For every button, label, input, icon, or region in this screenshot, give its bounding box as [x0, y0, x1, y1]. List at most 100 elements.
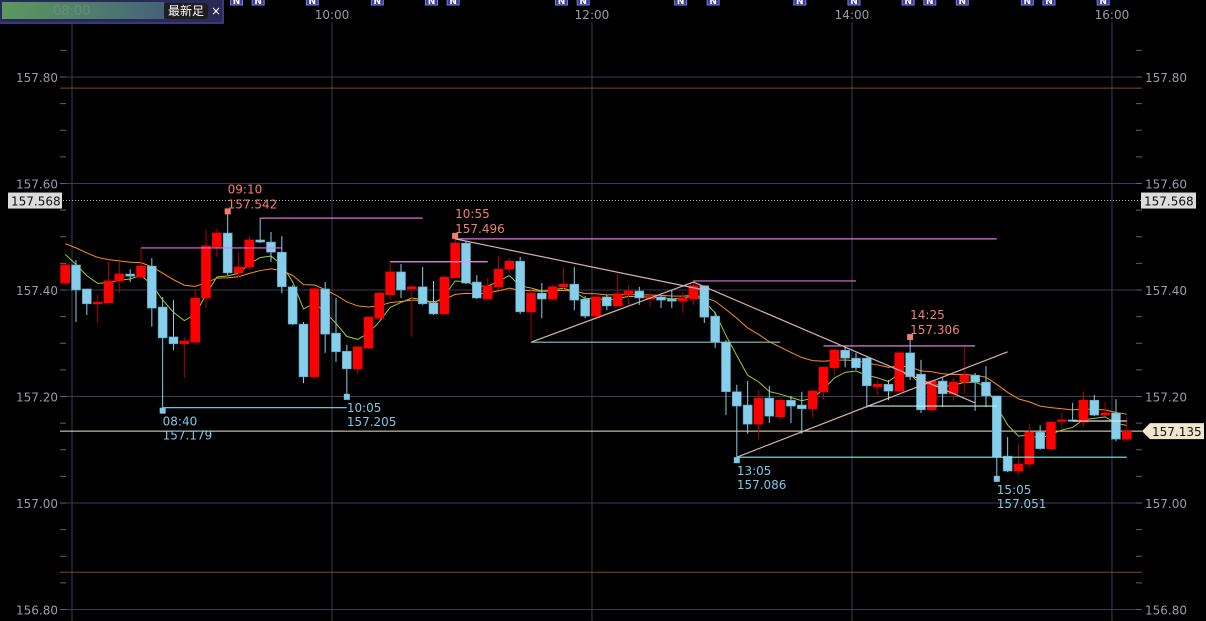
candle-body — [742, 404, 753, 425]
latest-bar-button[interactable]: 最新足 — [164, 3, 209, 19]
candle — [352, 345, 363, 375]
candle-body — [677, 297, 688, 302]
news-icon[interactable] — [229, 0, 243, 6]
news-icon[interactable] — [1042, 0, 1056, 6]
candle-body — [1122, 430, 1132, 440]
news-marker[interactable]: N — [424, 0, 438, 7]
candle — [753, 390, 764, 440]
candle-body — [732, 391, 742, 407]
candle — [407, 285, 417, 337]
news-icon[interactable] — [576, 0, 590, 6]
high-price-label: 157.542 — [228, 197, 278, 211]
candle-body — [667, 298, 677, 302]
candle-body — [1013, 463, 1024, 472]
candle-body — [591, 296, 601, 317]
price-axis-label-left: 157.20 — [16, 391, 58, 405]
low-price-label: 157.086 — [737, 478, 787, 492]
candle — [677, 292, 688, 313]
news-marker[interactable]: N — [847, 0, 861, 7]
news-icon[interactable] — [251, 0, 265, 6]
candle-body — [92, 301, 103, 305]
candle — [298, 321, 309, 384]
news-marker[interactable]: N — [576, 0, 590, 7]
high-price-label: 157.306 — [910, 323, 960, 337]
news-icon[interactable] — [1096, 0, 1110, 6]
candle — [667, 290, 677, 309]
news-marker[interactable]: N — [1096, 0, 1110, 7]
news-icon-label: N — [374, 0, 382, 7]
candle — [342, 344, 352, 394]
candle-body — [1046, 421, 1056, 449]
candle — [201, 229, 211, 309]
news-marker[interactable]: N — [923, 0, 937, 7]
candle-body — [320, 288, 330, 335]
news-icon[interactable] — [901, 0, 915, 6]
candle-body — [233, 266, 244, 274]
candle-body — [537, 292, 547, 300]
news-icon-label: N — [233, 0, 241, 7]
news-marker[interactable]: N — [251, 0, 265, 7]
candle-body — [439, 276, 450, 315]
candle — [266, 231, 276, 262]
candle — [450, 238, 460, 279]
price-axis-label-right: 157.40 — [1145, 284, 1187, 298]
high-time-label: 09:10 — [228, 182, 263, 196]
candle-body — [688, 285, 699, 300]
news-icon[interactable] — [424, 0, 438, 6]
news-icon-label: N — [254, 0, 262, 7]
candle-body — [309, 288, 320, 378]
news-marker[interactable]: N — [1042, 0, 1056, 7]
candle-body — [201, 245, 211, 299]
news-icon[interactable] — [1020, 0, 1034, 6]
news-icon[interactable] — [305, 0, 319, 6]
price-tag-label-right: 157.568 — [1144, 195, 1194, 209]
moving-average-line — [64, 253, 1127, 440]
candle-body — [580, 298, 590, 317]
candle — [905, 340, 915, 380]
news-marker[interactable]: N — [229, 0, 243, 7]
close-icon[interactable]: × — [211, 4, 222, 18]
price-tag-left — [8, 192, 62, 209]
news-icon[interactable] — [847, 0, 861, 6]
news-icon[interactable] — [793, 0, 807, 6]
news-marker[interactable]: N — [793, 0, 807, 7]
candle-body — [699, 285, 710, 318]
time-axis-label: 14:00 — [835, 8, 870, 22]
candle — [374, 292, 385, 320]
candle — [71, 260, 81, 322]
news-marker[interactable]: N — [706, 0, 720, 7]
news-marker[interactable]: N — [901, 0, 915, 7]
news-marker[interactable]: N — [370, 0, 384, 7]
candle-body — [797, 404, 807, 410]
scroll-position-bar[interactable] — [2, 2, 164, 19]
candle — [255, 218, 265, 244]
candle-body — [753, 397, 764, 425]
news-marker[interactable]: N — [305, 0, 319, 7]
candle — [396, 263, 406, 298]
candle-body — [818, 366, 829, 393]
news-marker[interactable]: N — [554, 0, 568, 7]
news-icon[interactable] — [955, 0, 969, 6]
candle-body — [385, 271, 395, 296]
candle — [1089, 394, 1100, 417]
news-icon[interactable] — [674, 0, 688, 6]
news-icon[interactable] — [370, 0, 384, 6]
high-marker — [907, 334, 914, 341]
candle-body — [829, 349, 840, 369]
candle — [526, 286, 536, 341]
news-marker[interactable]: N — [446, 0, 460, 7]
news-marker[interactable]: N — [674, 0, 688, 7]
candle-body — [331, 332, 341, 353]
news-marker[interactable]: N — [1020, 0, 1034, 7]
candle-body — [157, 306, 168, 339]
news-icon[interactable] — [446, 0, 460, 6]
news-icon-label: N — [709, 0, 717, 7]
news-marker[interactable]: N — [955, 0, 969, 7]
candle-body — [1100, 412, 1110, 416]
candle — [82, 288, 92, 316]
news-icon[interactable] — [923, 0, 937, 6]
news-icon[interactable] — [554, 0, 568, 6]
candle — [190, 290, 200, 343]
news-icon[interactable] — [706, 0, 720, 6]
